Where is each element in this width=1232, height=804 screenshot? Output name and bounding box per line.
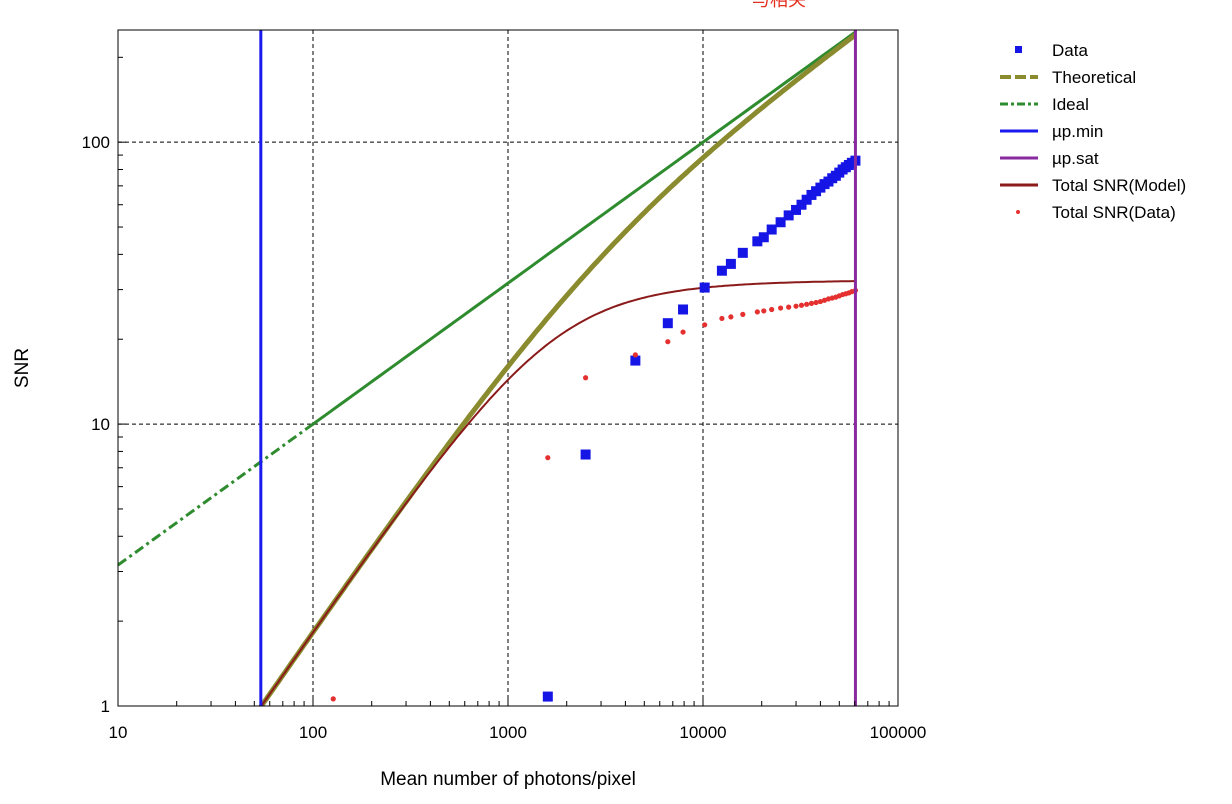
legend-label: Total SNR(Model) bbox=[1052, 176, 1186, 195]
legend-label: µp.min bbox=[1052, 122, 1103, 141]
y-tick-label: 1 bbox=[101, 697, 110, 716]
plot-series bbox=[118, 30, 861, 706]
total-snr-data-point bbox=[761, 308, 767, 314]
total-snr-data-point bbox=[821, 297, 828, 303]
x-tick-label: 10000 bbox=[679, 723, 726, 742]
legend-swatch bbox=[1015, 46, 1022, 53]
data-point bbox=[725, 258, 736, 269]
total-snr-data-point bbox=[813, 299, 819, 306]
total-snr-data-point bbox=[728, 314, 734, 320]
total-snr-data-point bbox=[680, 329, 686, 335]
total-snr-data-point bbox=[719, 315, 725, 322]
data-point bbox=[752, 236, 763, 247]
cut-top-text: 与相关 bbox=[752, 0, 806, 10]
data-point bbox=[775, 217, 786, 228]
data-point bbox=[542, 691, 553, 702]
total-snr-data-point bbox=[632, 352, 638, 358]
data-point bbox=[766, 224, 777, 235]
x-tick-label: 100 bbox=[299, 723, 327, 742]
legend-item-total-model: Total SNR(Model) bbox=[1000, 176, 1186, 195]
plot-area bbox=[118, 30, 861, 706]
data-point bbox=[796, 199, 807, 210]
total-snr-data-point bbox=[330, 696, 336, 702]
y-tick-label: 10 bbox=[91, 415, 110, 434]
x-axis-title: Mean number of photons/pixel bbox=[380, 769, 636, 790]
total-snr-data-point bbox=[582, 375, 589, 381]
total-snr-model-line bbox=[260, 280, 856, 706]
legend-item-total-data: Total SNR(Data) bbox=[1016, 203, 1176, 222]
x-tick-label: 10 bbox=[109, 723, 128, 742]
data-point bbox=[580, 449, 591, 460]
y-axis: 1 10 100 bbox=[82, 56, 126, 716]
x-tick-label: 1000 bbox=[489, 723, 527, 742]
ideal-line-dashed bbox=[118, 422, 314, 567]
legend-swatch bbox=[1016, 210, 1020, 214]
data-point bbox=[737, 247, 748, 258]
total-snr-data-point bbox=[665, 339, 671, 345]
total-snr-data-point bbox=[740, 311, 746, 317]
data-point bbox=[791, 204, 802, 215]
data-point bbox=[758, 232, 769, 243]
total-snr-data-point bbox=[804, 301, 810, 307]
data-point bbox=[630, 355, 641, 366]
legend-item-mu-sat: µp.sat bbox=[1000, 149, 1099, 168]
y-tick-label: 100 bbox=[82, 133, 110, 152]
total-snr-data-point bbox=[808, 300, 815, 306]
data-point bbox=[678, 304, 689, 315]
legend-label: Total SNR(Data) bbox=[1052, 203, 1176, 222]
legend-label: Data bbox=[1052, 41, 1088, 60]
data-point bbox=[783, 210, 794, 221]
total-snr-data-point bbox=[702, 322, 708, 328]
data-point bbox=[699, 282, 710, 293]
total-snr-data-point bbox=[769, 306, 775, 313]
theoretical-line bbox=[258, 32, 857, 706]
total-snr-data-point bbox=[777, 305, 784, 311]
legend-item-theoretical: Theoretical bbox=[1000, 68, 1136, 87]
legend-label: Theoretical bbox=[1052, 68, 1136, 87]
ideal-line bbox=[312, 30, 857, 426]
total-snr-data-point bbox=[545, 455, 551, 461]
legend-item-data: Data bbox=[1015, 41, 1088, 60]
total-snr-data-point bbox=[754, 309, 760, 315]
y-axis-title: SNR bbox=[12, 348, 33, 388]
data-point bbox=[716, 265, 727, 276]
total-snr-data-point bbox=[798, 302, 805, 308]
legend-label: Ideal bbox=[1052, 95, 1089, 114]
total-snr-data-point bbox=[817, 298, 824, 305]
legend: Data Theoretical Ideal µp.min µp.sat Total SN… bbox=[1000, 41, 1186, 222]
legend-item-mu-min: µp.min bbox=[1000, 122, 1103, 141]
x-axis: 10 100 1000 10000 100000 bbox=[109, 698, 927, 742]
total-snr-data-point bbox=[793, 303, 799, 309]
x-tick-label: 100000 bbox=[870, 723, 927, 742]
legend-item-ideal: Ideal bbox=[1000, 95, 1089, 114]
legend-label: µp.sat bbox=[1052, 149, 1099, 168]
data-point bbox=[662, 318, 673, 329]
total-snr-data-point bbox=[786, 304, 792, 310]
